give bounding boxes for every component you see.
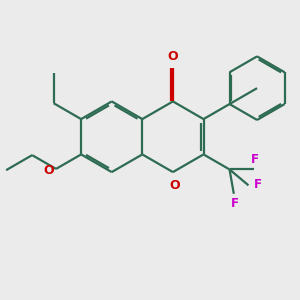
Text: O: O	[44, 164, 54, 177]
Text: F: F	[251, 153, 259, 166]
Text: F: F	[254, 178, 262, 191]
Text: F: F	[231, 197, 239, 210]
Text: O: O	[169, 178, 180, 192]
Text: O: O	[168, 50, 178, 62]
